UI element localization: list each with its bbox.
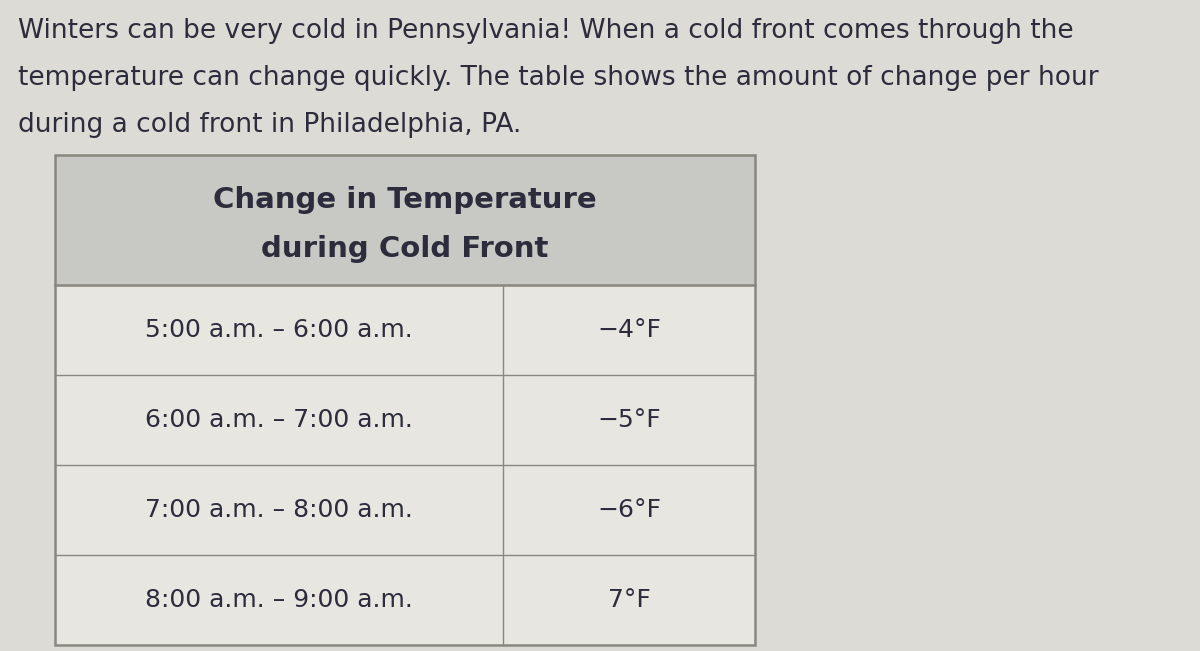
Text: Winters can be very cold in Pennsylvania! When a cold front comes through the: Winters can be very cold in Pennsylvania… [18,18,1074,44]
Text: −6°F: −6°F [598,498,661,522]
Text: 5:00 a.m. – 6:00 a.m.: 5:00 a.m. – 6:00 a.m. [145,318,413,342]
Text: 7:00 a.m. – 8:00 a.m.: 7:00 a.m. – 8:00 a.m. [145,498,413,522]
Text: 7°F: 7°F [607,588,650,612]
Text: −5°F: −5°F [598,408,661,432]
Text: during a cold front in Philadelphia, PA.: during a cold front in Philadelphia, PA. [18,112,521,138]
Bar [55,155,755,645]
Text: Change in Temperature: Change in Temperature [214,186,596,214]
Text: during Cold Front: during Cold Front [262,234,548,262]
Text: 8:00 a.m. – 9:00 a.m.: 8:00 a.m. – 9:00 a.m. [145,588,413,612]
Bar [55,155,755,645]
Text: 6:00 a.m. – 7:00 a.m.: 6:00 a.m. – 7:00 a.m. [145,408,413,432]
Text: temperature can change quickly. The table shows the amount of change per hour: temperature can change quickly. The tabl… [18,65,1099,91]
Bar [55,285,755,645]
Text: −4°F: −4°F [598,318,661,342]
